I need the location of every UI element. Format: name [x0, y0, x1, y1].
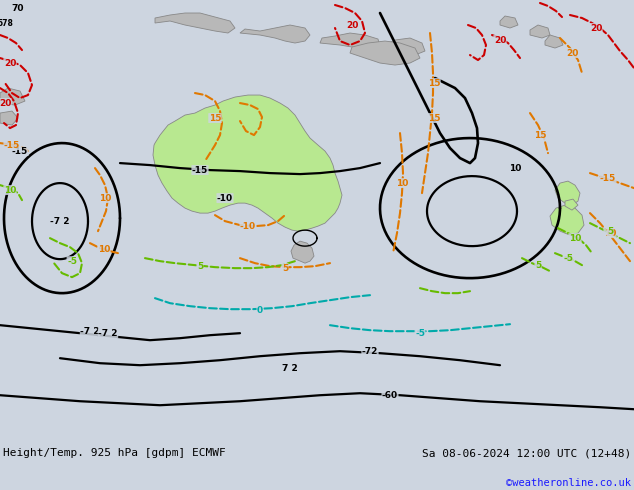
- Polygon shape: [530, 25, 550, 38]
- Text: 5: 5: [282, 264, 288, 272]
- Text: -15: -15: [12, 147, 28, 156]
- Text: -7 2: -7 2: [81, 327, 100, 336]
- Polygon shape: [555, 181, 580, 205]
- Text: 5: 5: [197, 262, 203, 270]
- Text: 20: 20: [494, 35, 506, 45]
- Text: -5: -5: [563, 254, 573, 263]
- Polygon shape: [153, 95, 342, 231]
- Text: 10: 10: [396, 178, 408, 188]
- Text: 7 2: 7 2: [282, 364, 298, 373]
- Text: 15: 15: [209, 114, 221, 122]
- Text: Height/Temp. 925 hPa [gdpm] ECMWF: Height/Temp. 925 hPa [gdpm] ECMWF: [3, 448, 226, 458]
- Text: 0: 0: [257, 306, 263, 315]
- Text: -72: -72: [362, 347, 378, 356]
- Text: 7 2: 7 2: [282, 364, 298, 373]
- Text: 10: 10: [604, 229, 616, 238]
- Text: -60: -60: [382, 391, 398, 400]
- Text: -7 2: -7 2: [98, 329, 118, 338]
- Polygon shape: [385, 38, 425, 55]
- Text: 70: 70: [12, 3, 24, 13]
- Polygon shape: [550, 205, 584, 235]
- Text: -15: -15: [192, 166, 208, 174]
- Text: 10: 10: [569, 234, 581, 243]
- Text: -5: -5: [67, 257, 77, 266]
- Polygon shape: [0, 111, 18, 125]
- Text: 20: 20: [4, 58, 16, 68]
- Text: 15: 15: [534, 130, 547, 140]
- Text: 10: 10: [509, 164, 521, 172]
- Polygon shape: [565, 199, 578, 210]
- Text: 20: 20: [346, 21, 358, 29]
- Polygon shape: [350, 41, 420, 65]
- Text: Sa 08-06-2024 12:00 UTC (12+48): Sa 08-06-2024 12:00 UTC (12+48): [422, 448, 631, 458]
- Text: 15: 15: [428, 114, 440, 122]
- Text: 5: 5: [607, 227, 613, 236]
- Text: -7 2: -7 2: [50, 217, 70, 225]
- Polygon shape: [320, 33, 380, 50]
- Text: 5: 5: [535, 261, 541, 270]
- Text: 20: 20: [590, 24, 602, 32]
- Text: 578: 578: [0, 19, 13, 27]
- Polygon shape: [155, 13, 235, 33]
- Polygon shape: [291, 241, 314, 263]
- Text: 10: 10: [98, 245, 110, 254]
- Text: 20: 20: [566, 49, 578, 57]
- Text: -15: -15: [600, 173, 616, 183]
- Text: 15: 15: [428, 78, 440, 88]
- Polygon shape: [500, 16, 518, 28]
- Polygon shape: [0, 88, 25, 105]
- Text: -5: -5: [415, 329, 425, 338]
- Polygon shape: [545, 35, 563, 48]
- Text: -10: -10: [217, 194, 233, 202]
- Text: ©weatheronline.co.uk: ©weatheronline.co.uk: [506, 478, 631, 488]
- Text: -10: -10: [240, 221, 256, 231]
- Text: 20: 20: [0, 98, 11, 108]
- Text: -15: -15: [4, 141, 20, 149]
- Text: 10: 10: [4, 186, 16, 195]
- Text: 10: 10: [99, 194, 111, 202]
- Polygon shape: [240, 25, 310, 43]
